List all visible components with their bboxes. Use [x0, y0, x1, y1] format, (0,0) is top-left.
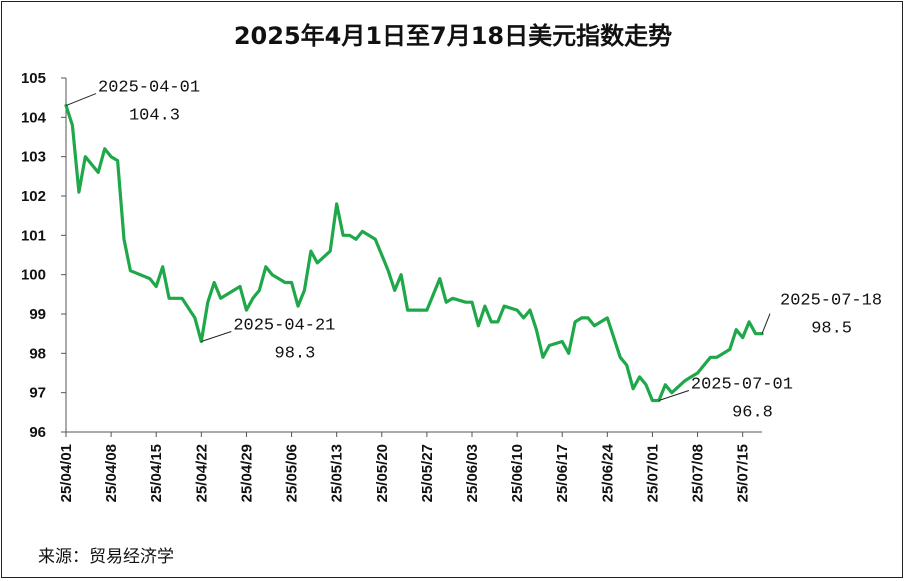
- y-tick-label: 98: [29, 345, 46, 362]
- annotation-date: 2025-07-18: [780, 292, 882, 311]
- annotation-leader: [65, 93, 97, 106]
- x-tick-label: 25/04/22: [193, 444, 210, 502]
- annotation: 2025-07-01 96.8: [658, 376, 793, 423]
- x-tick-label: 25/06/24: [599, 443, 616, 502]
- chart-title: 2025年4月1日至7月18日美元指数走势: [234, 22, 672, 50]
- annotation: 2025-07-18 98.5: [761, 292, 882, 339]
- x-tick-label: 25/04/08: [103, 444, 120, 502]
- y-tick-label: 104: [21, 109, 47, 126]
- x-tick-label: 25/05/13: [329, 444, 346, 502]
- series-line: [64, 103, 764, 403]
- x-tick-label: 25/05/27: [419, 444, 436, 502]
- annotation-value: 98.3: [275, 345, 316, 364]
- y-tick-label: 100: [21, 267, 46, 284]
- annotations-layer: 2025-04-01 104.3 2025-04-21 98.3 2025-07-01 9…: [65, 79, 882, 423]
- source-note: 来源：贸易经济学: [38, 547, 174, 567]
- x-tick-label: 25/05/20: [374, 444, 391, 502]
- x-tick-label: 25/06/10: [509, 444, 526, 502]
- x-tick-label: 25/06/03: [464, 444, 481, 502]
- y-tick-label: 101: [21, 227, 46, 244]
- x-tick-label: 25/07/01: [644, 444, 661, 502]
- x-tick-label: 25/05/06: [284, 444, 301, 502]
- x-tick-label: 25/07/15: [735, 444, 752, 502]
- x-tick-label: 25/06/17: [554, 444, 571, 502]
- annotation-date: 2025-04-21: [233, 317, 335, 336]
- annotation-leader: [201, 331, 232, 343]
- annotation-value: 104.3: [129, 107, 180, 126]
- annotation-date: 2025-04-01: [98, 79, 200, 98]
- y-tick-label: 97: [29, 385, 46, 402]
- annotation: 2025-04-21 98.3: [201, 317, 335, 364]
- annotation-date: 2025-07-01: [691, 376, 793, 395]
- y-tick-label: 105: [21, 70, 46, 87]
- annotation-value: 96.8: [732, 404, 773, 423]
- x-tick-label: 25/07/08: [690, 444, 707, 502]
- annotation: 2025-04-01 104.3: [65, 79, 200, 126]
- x-tick-label: 25/04/01: [58, 444, 75, 502]
- x-tick-label: 25/04/29: [238, 444, 255, 502]
- y-tick-label: 96: [29, 424, 46, 441]
- annotation-leader: [658, 390, 690, 402]
- y-tick-label: 103: [21, 149, 46, 166]
- annotation-leader: [761, 313, 771, 334]
- annotation-value: 98.5: [811, 320, 852, 339]
- x-tick-label: 25/04/15: [148, 444, 165, 502]
- y-axis: 96 97 98 99 100 101 102 103 104 105: [21, 70, 67, 441]
- y-tick-label: 102: [21, 188, 46, 205]
- x-axis: 25/04/01 25/04/08 25/04/15 25/04/22 25/04/29…: [58, 431, 762, 502]
- series-layer: [64, 103, 764, 403]
- y-tick-label: 99: [29, 306, 46, 323]
